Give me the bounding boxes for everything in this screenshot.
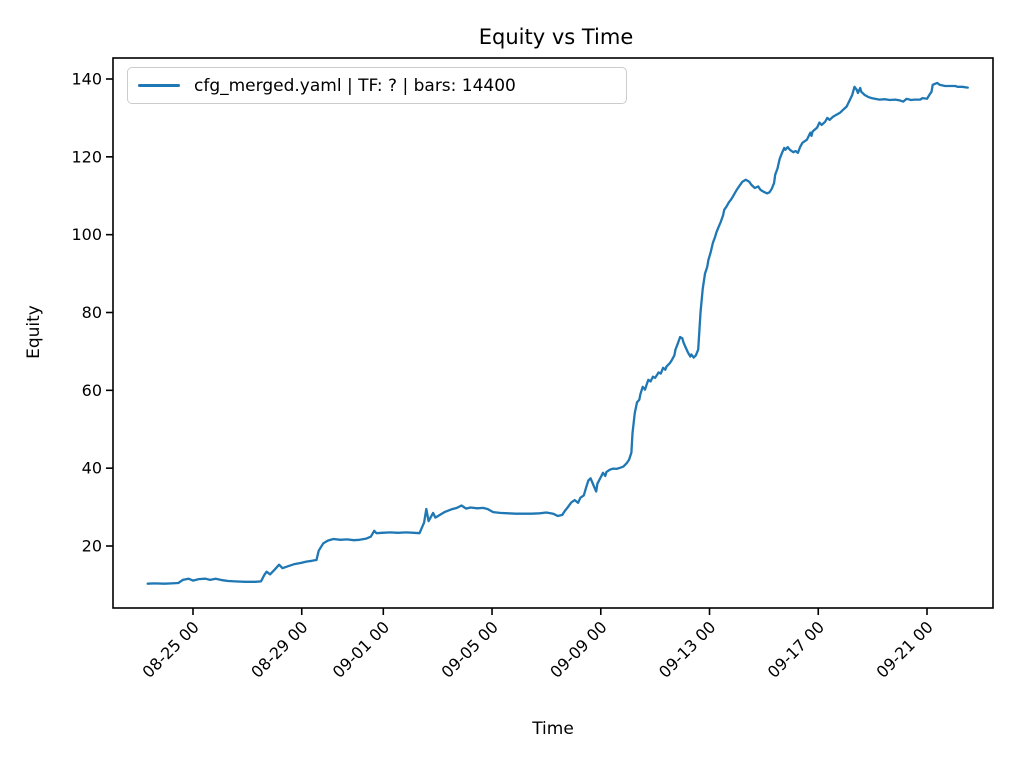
x-tick-label: 09-21 00 (873, 617, 937, 681)
x-tick-label: 09-13 00 (655, 617, 719, 681)
plot-border (112, 57, 994, 609)
x-tick-label: 08-29 00 (247, 617, 311, 681)
y-tick-label: 60 (82, 381, 102, 400)
x-tick-label: 09-05 00 (438, 617, 502, 681)
x-tick-label: 09-01 00 (329, 617, 393, 681)
legend: cfg_merged.yaml | TF: ? | bars: 14400 (127, 67, 627, 104)
x-tick-label: 08-25 00 (139, 617, 203, 681)
x-tick-label: 09-09 00 (546, 617, 610, 681)
legend-label: cfg_merged.yaml | TF: ? | bars: 14400 (194, 75, 516, 96)
y-axis-label: Equity (24, 305, 44, 359)
y-tick-label: 20 (82, 537, 102, 556)
y-tick-label: 100 (71, 225, 102, 244)
y-tick-label: 80 (82, 303, 102, 322)
y-tick-label: 140 (71, 70, 102, 89)
y-tick-label: 40 (82, 459, 102, 478)
y-tick-label: 120 (71, 147, 102, 166)
equity-line (146, 81, 969, 585)
x-tick-label: 09-17 00 (764, 617, 828, 681)
x-axis-label: Time (532, 719, 574, 739)
chart-title: Equity vs Time (478, 25, 634, 49)
legend-line-sample (138, 84, 180, 87)
